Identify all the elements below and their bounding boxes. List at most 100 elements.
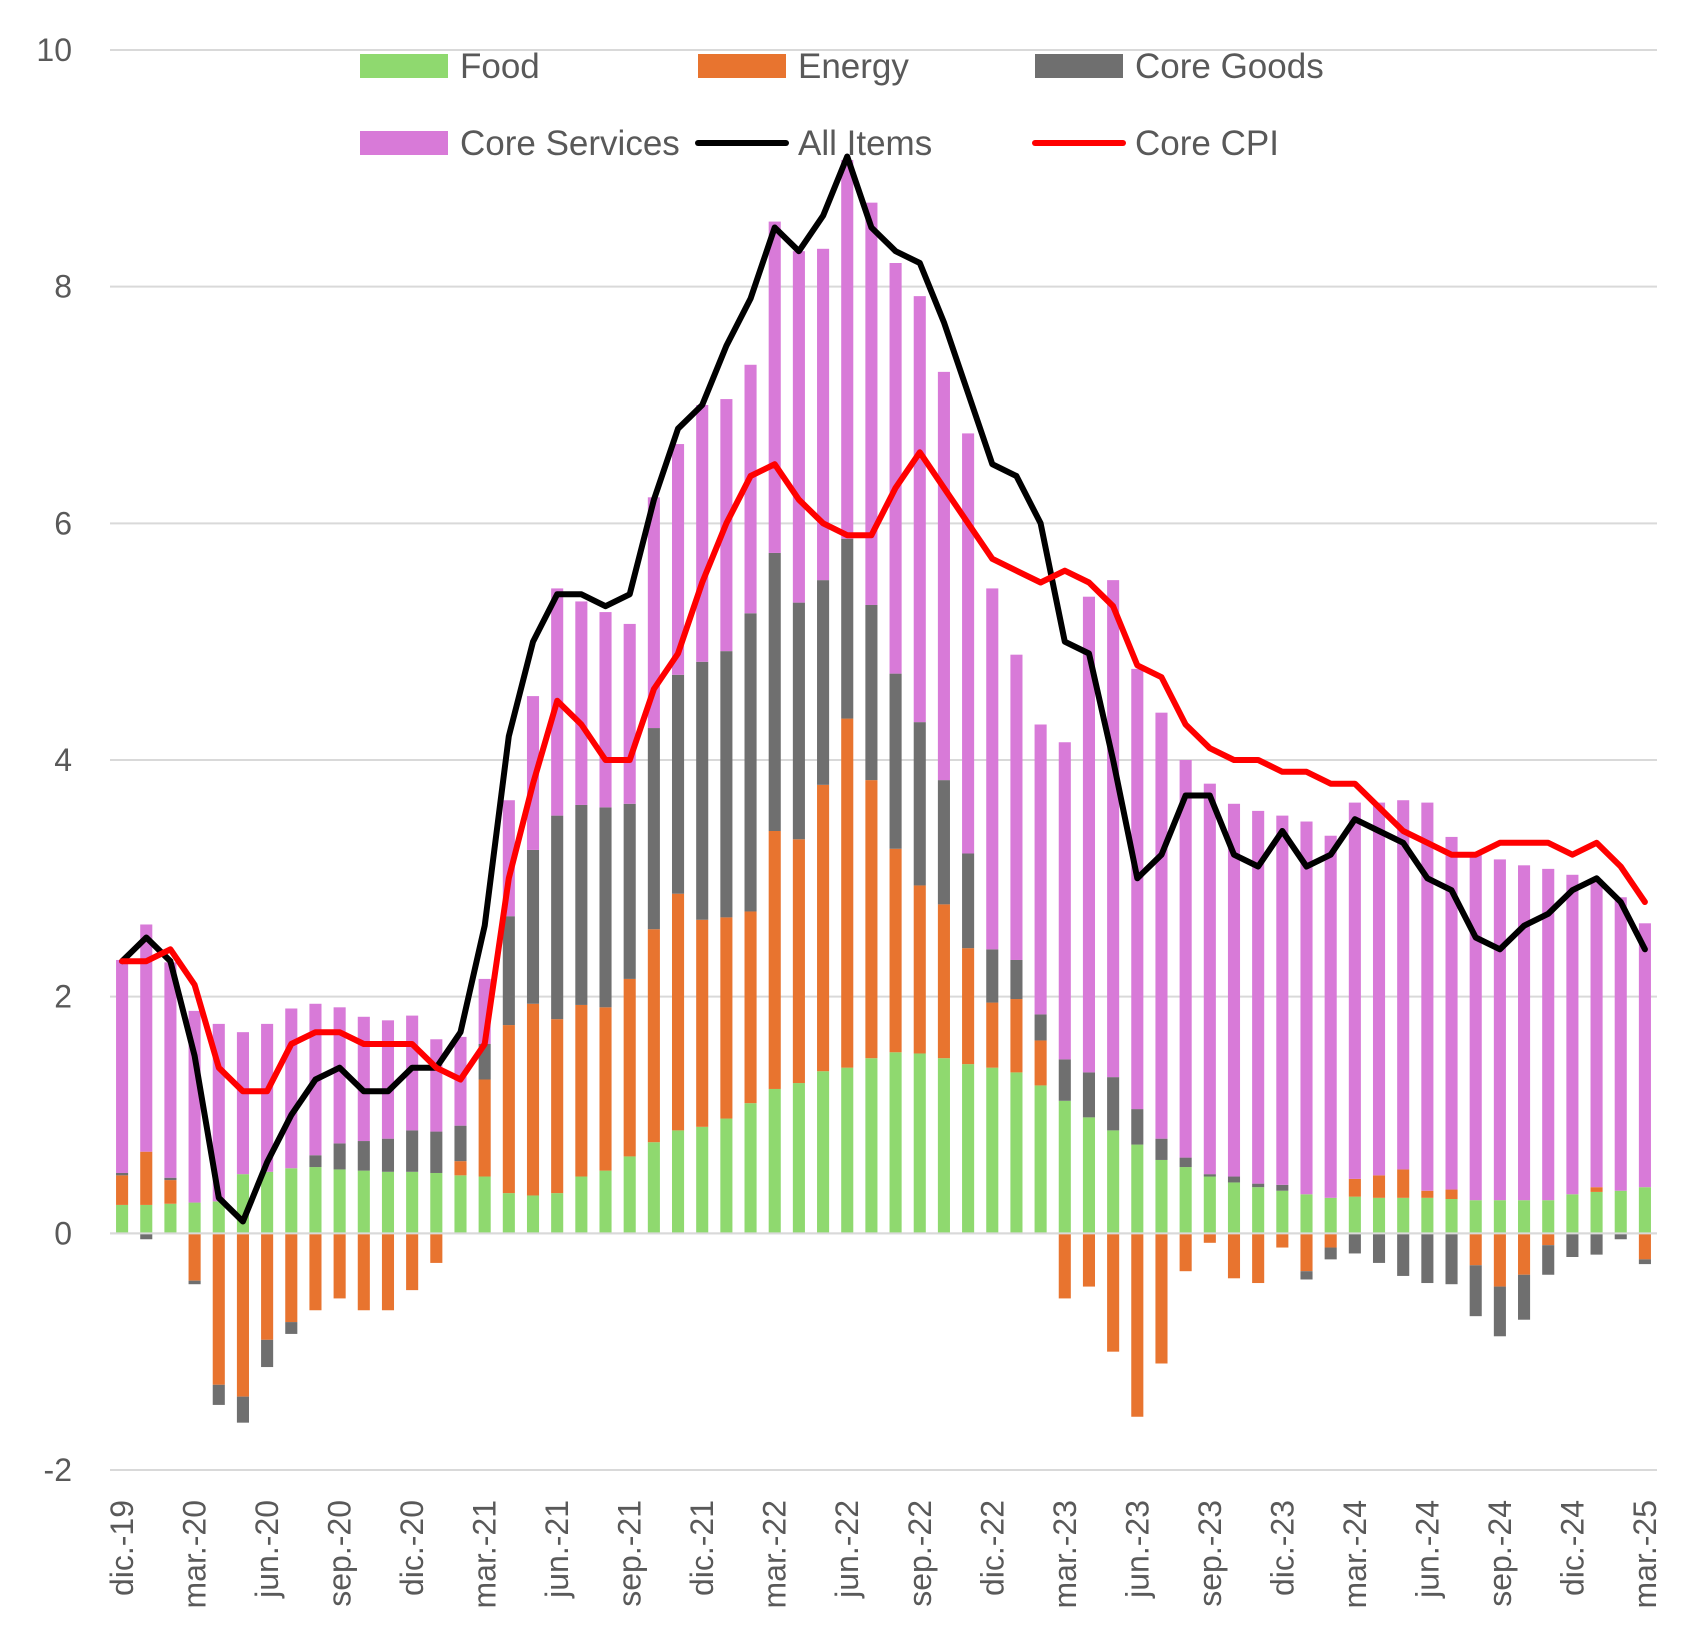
bar-food-abr-24	[1372, 1197, 1386, 1234]
bar-core-goods-feb-21	[454, 1125, 467, 1162]
bar-food-dic-23	[1276, 1190, 1289, 1234]
bar-core-goods-may-23	[1107, 1077, 1120, 1131]
bar-core-services-nov-20	[381, 1020, 395, 1139]
bar-energy-ene-25	[1590, 1187, 1603, 1192]
bar-core-goods-sep-21	[623, 803, 636, 979]
bar-core-goods-sep-23	[1203, 1174, 1216, 1177]
bar-energy-mar-24	[1348, 1178, 1361, 1197]
bar-core-services-ago-24	[1469, 853, 1482, 1201]
bar-food-jul-22	[865, 1058, 878, 1234]
bar-food-sep-20	[333, 1169, 346, 1234]
bar-core-services-jun-24	[1421, 802, 1434, 1191]
x-tick-label: dic.-22	[974, 1500, 1010, 1596]
legend-item-all-items: All Items	[695, 124, 932, 163]
bar-food-nov-24	[1542, 1200, 1555, 1234]
bar-core-services-oct-20	[357, 1016, 370, 1142]
bar-energy-abr-21	[502, 1025, 515, 1194]
bar-energy-nov-24	[1542, 1233, 1555, 1246]
bar-core-goods-may-22	[817, 580, 830, 785]
bar-core-goods-jun-21	[551, 815, 564, 1020]
x-tick-label: mar.-24	[1337, 1500, 1373, 1608]
bar-energy-may-23	[1107, 1233, 1120, 1352]
bar-food-dic-20	[406, 1171, 419, 1234]
bar-core-services-nov-24	[1542, 868, 1555, 1201]
x-tick-label: sep.-20	[322, 1500, 358, 1607]
bar-core-services-sep-22	[913, 296, 926, 723]
bar-food-jun-22	[841, 1067, 854, 1234]
bar-core-goods-ago-20	[309, 1155, 322, 1168]
bar-core-services-jul-22	[865, 202, 878, 605]
bar-core-goods-ago-21	[599, 807, 612, 1008]
bar-core-services-ene-25	[1590, 879, 1603, 1188]
bar-core-services-may-22	[817, 248, 830, 581]
bar-core-goods-oct-20	[357, 1141, 370, 1171]
bar-energy-ago-24	[1469, 1233, 1482, 1266]
bar-core-goods-ene-24	[1300, 1271, 1313, 1280]
legend: Food Energy Core Goods Core Services All Ite…	[360, 47, 1324, 163]
bar-core-services-oct-24	[1518, 865, 1531, 1201]
bar-core-goods-abr-22	[792, 602, 805, 840]
bar-energy-dic-19	[116, 1175, 129, 1205]
bar-core-goods-feb-22	[744, 613, 757, 912]
bar-core-services-dic-21	[696, 405, 709, 662]
bar-core-goods-oct-21	[647, 728, 660, 930]
bar-core-services-ago-22	[889, 263, 902, 674]
bar-food-oct-22	[937, 1058, 950, 1234]
bar-core-services-dic-24	[1566, 874, 1579, 1195]
bar-energy-mar-25	[1638, 1233, 1651, 1260]
bar-food-jul-23	[1155, 1159, 1168, 1234]
bar-food-may-24	[1397, 1197, 1410, 1234]
x-tick-label: jun.-21	[539, 1500, 575, 1599]
bar-food-abr-20	[212, 1201, 225, 1234]
x-tick-label: mar.-21	[467, 1500, 503, 1608]
x-tick-label: dic.-21	[684, 1500, 720, 1596]
bar-core-services-sep-24	[1493, 859, 1506, 1201]
bar-food-feb-23	[1034, 1085, 1047, 1234]
bar-energy-ene-22	[720, 917, 733, 1119]
bar-core-goods-ago-23	[1179, 1157, 1192, 1168]
bar-energy-may-24	[1397, 1169, 1410, 1198]
bar-energy-jun-23	[1131, 1233, 1144, 1417]
bar-core-goods-sep-20	[333, 1143, 346, 1170]
bar-core-services-may-23	[1107, 580, 1120, 1078]
bar-core-services-abr-24	[1372, 802, 1386, 1176]
bar-food-ene-23	[1010, 1072, 1023, 1234]
bar-food-ene-24	[1300, 1194, 1313, 1234]
bar-core-services-abr-22	[792, 251, 805, 603]
bar-food-sep-22	[913, 1053, 926, 1234]
bar-energy-sep-23	[1203, 1233, 1216, 1243]
bar-energy-oct-22	[937, 904, 950, 1059]
bar-food-abr-23	[1082, 1117, 1096, 1234]
bar-energy-ene-21	[430, 1233, 443, 1263]
bar-food-mar-21	[478, 1176, 491, 1234]
bar-energy-oct-24	[1518, 1233, 1531, 1275]
bar-food-may-21	[526, 1195, 540, 1234]
bar-food-feb-25	[1614, 1190, 1627, 1234]
bar-energy-feb-20	[164, 1180, 177, 1204]
x-tick-label: jun.-24	[1409, 1500, 1445, 1599]
bar-energy-oct-23	[1227, 1233, 1241, 1279]
bar-core-services-nov-23	[1252, 810, 1265, 1184]
bar-energy-dic-22	[986, 1002, 999, 1068]
bar-core-services-dic-23	[1276, 815, 1289, 1185]
bar-core-goods-may-21	[526, 849, 540, 1004]
x-tick-label: mar.-23	[1047, 1500, 1083, 1608]
bar-core-services-oct-22	[937, 371, 950, 781]
bar-core-goods-mar-23	[1058, 1059, 1071, 1101]
x-tick-label: mar.-25	[1627, 1500, 1663, 1608]
bar-food-abr-22	[792, 1083, 805, 1234]
bar-food-nov-21	[671, 1130, 685, 1234]
bar-energy-mar-23	[1058, 1233, 1071, 1299]
bar-core-services-nov-21	[671, 444, 685, 675]
bar-food-oct-23	[1227, 1182, 1241, 1234]
x-tick-label: dic.-24	[1554, 1500, 1590, 1596]
bar-core-goods-dic-19	[116, 1172, 129, 1176]
bar-food-nov-23	[1252, 1187, 1265, 1234]
bar-food-jul-24	[1445, 1199, 1458, 1234]
bar-energy-jul-21	[575, 1004, 588, 1177]
x-tick-label: sep.-24	[1482, 1500, 1518, 1607]
bar-core-goods-abr-21	[502, 916, 515, 1026]
bar-energy-abr-23	[1082, 1233, 1096, 1287]
bar-core-goods-jul-22	[865, 604, 878, 781]
bar-energy-feb-21	[454, 1161, 467, 1176]
